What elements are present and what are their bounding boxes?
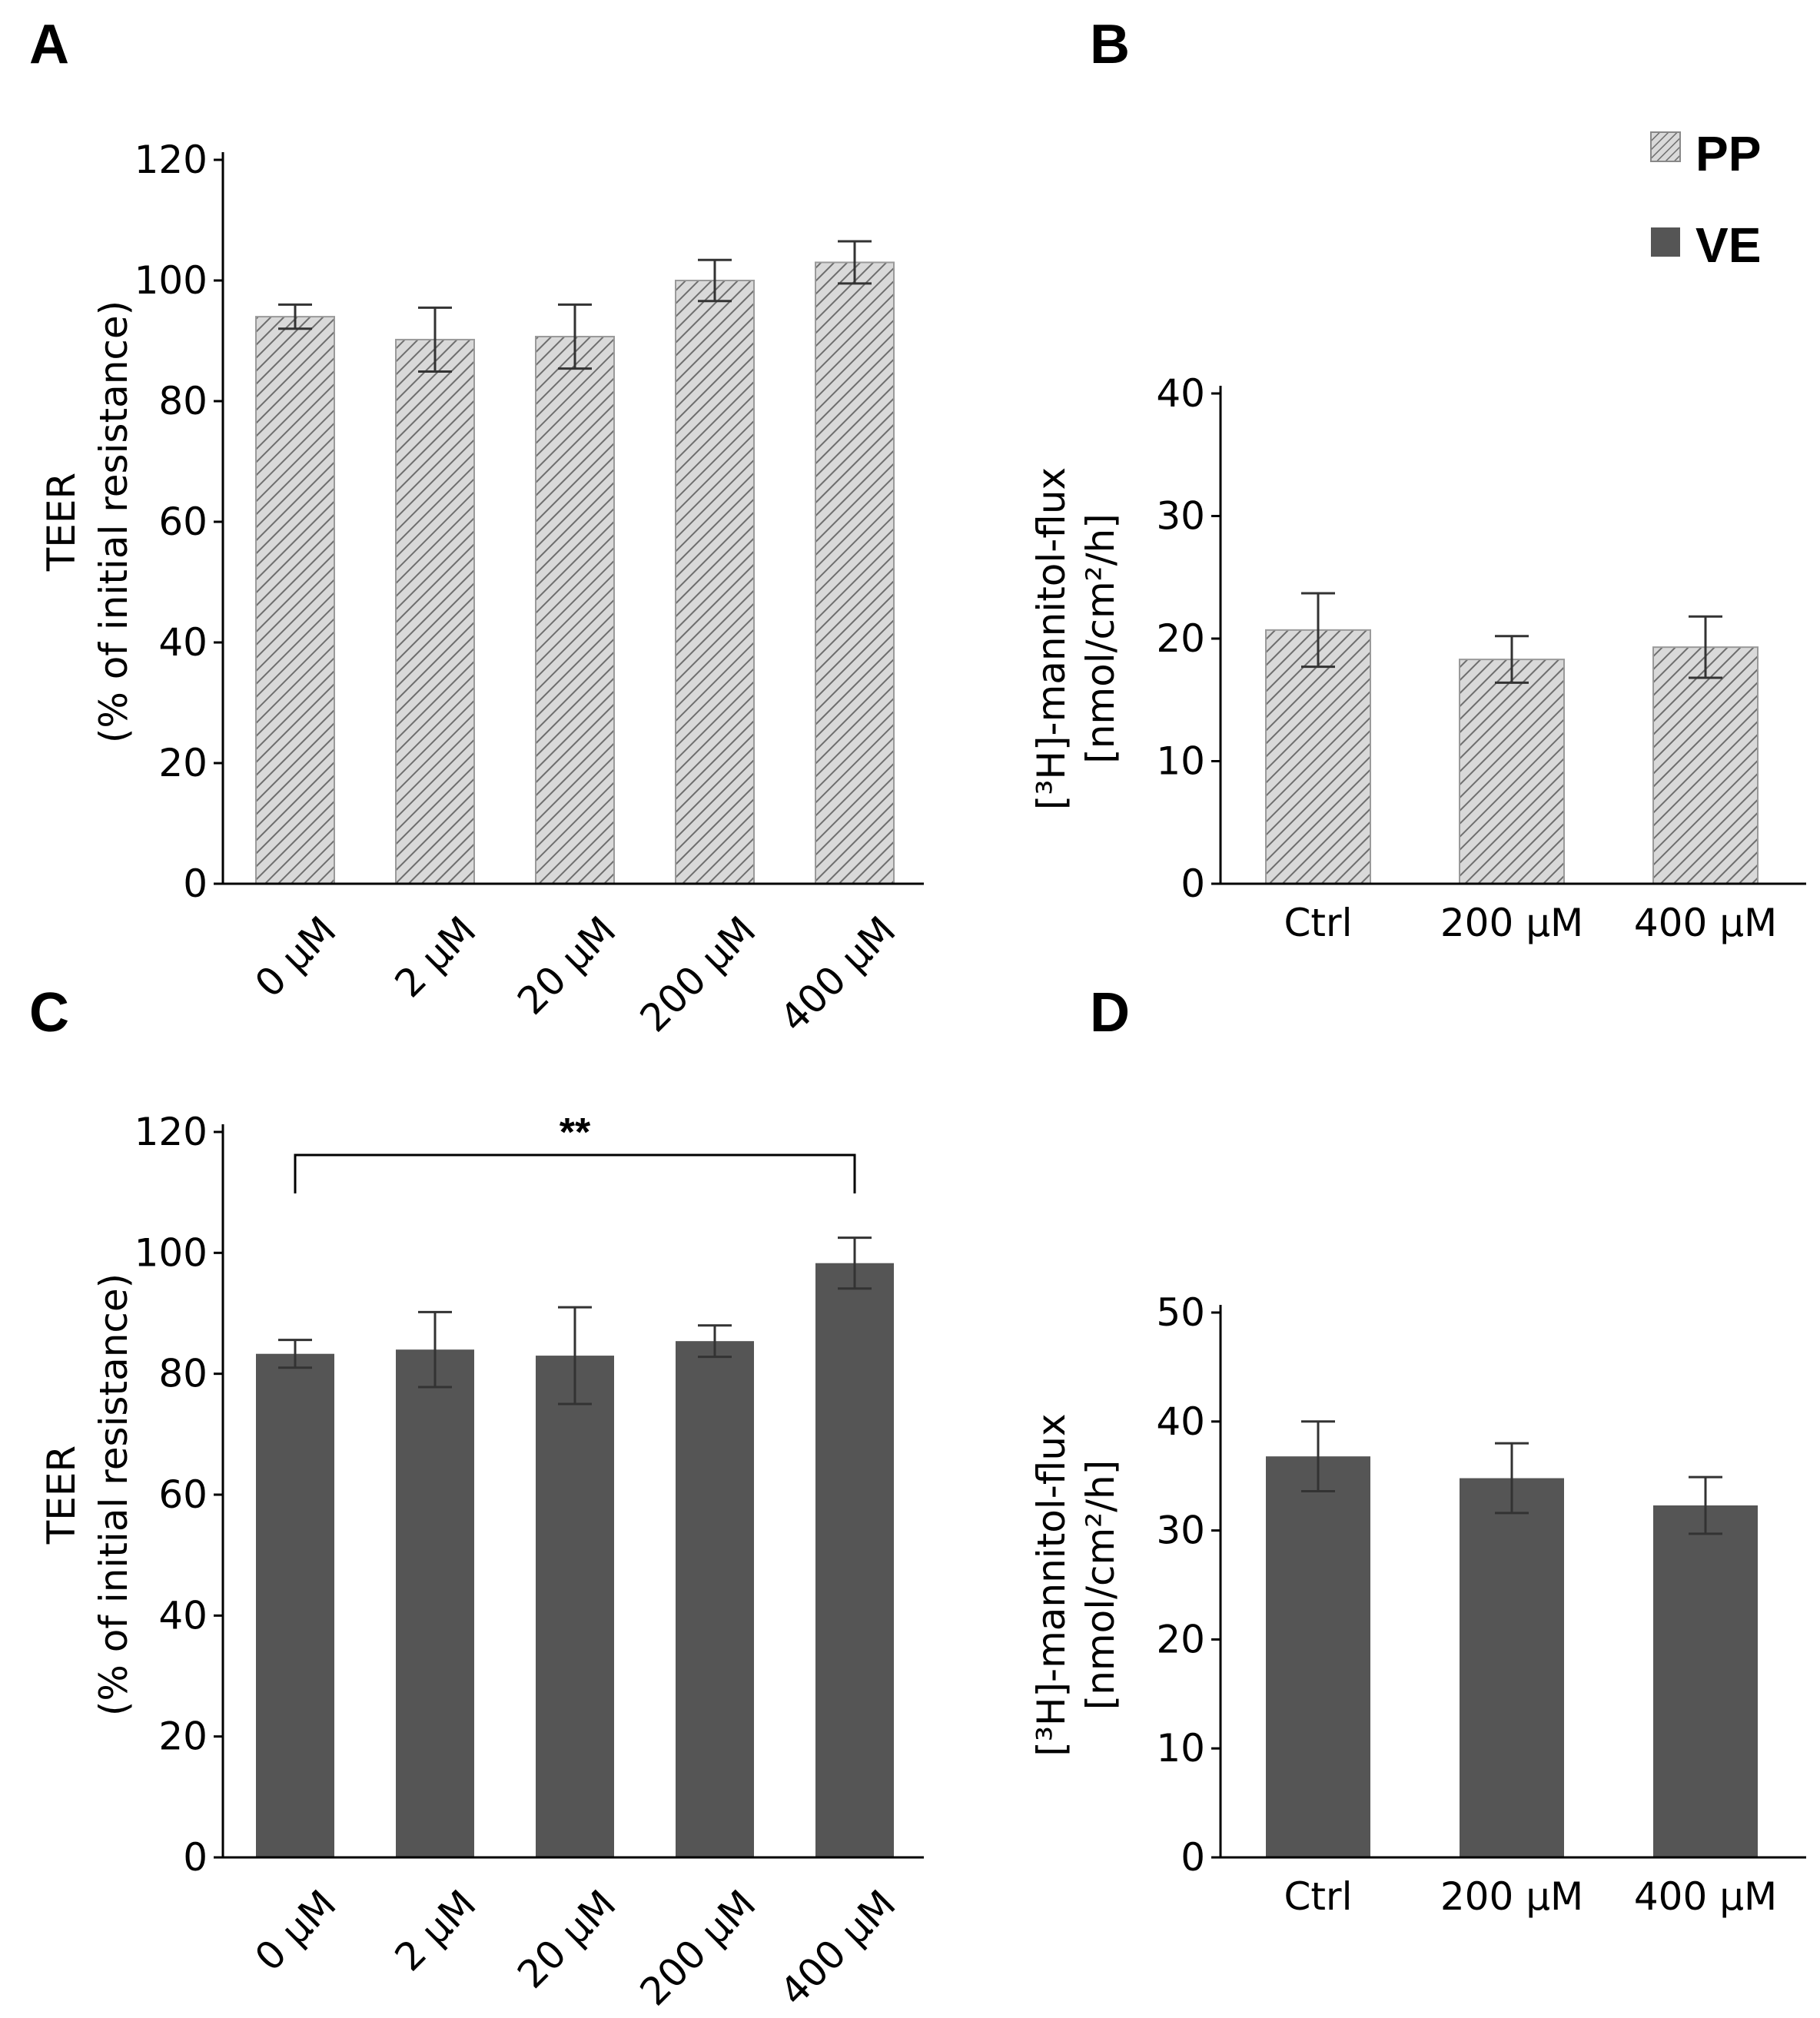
- bar-2: [395, 338, 475, 885]
- bar-3: [1653, 1505, 1758, 1857]
- y-tick-label: 120: [135, 1110, 208, 1154]
- y-tick-label: 10: [1156, 1726, 1205, 1771]
- x-tick-label: 400 µM: [1634, 1874, 1777, 1919]
- y-tick-label: 100: [135, 258, 208, 303]
- y-tick-label: 40: [1156, 1399, 1205, 1444]
- panel-b: B 0 10 20 30 40 [³H]-mannitol-flux [nmol/cm²/h]…: [1029, 14, 1806, 945]
- x-tick-label: 200 µM: [632, 1881, 765, 2014]
- y-tick-label: 80: [158, 379, 208, 423]
- legend-item-ve: VE: [1651, 217, 1761, 273]
- bar-1: [1265, 629, 1371, 885]
- panel-label-a: A: [29, 14, 69, 75]
- bar-2: [396, 1349, 474, 1857]
- y-tick-label: 0: [1181, 861, 1205, 906]
- y-axis-label: [nmol/cm²/h]: [1078, 513, 1123, 764]
- y-tick-label: 100: [135, 1230, 208, 1275]
- x-tick-label: 0 µM: [247, 1881, 345, 1980]
- x-tick-label: Ctrl: [1284, 901, 1353, 945]
- bar-1: [255, 316, 335, 885]
- bar-3: [536, 1356, 614, 1857]
- x-tick-label: 20 µM: [509, 1881, 624, 1996]
- bar-2: [1460, 1478, 1564, 1857]
- panel-label-d: D: [1090, 982, 1130, 1044]
- significance-bracket: [294, 1153, 856, 1193]
- y-tick-label: 0: [183, 861, 208, 906]
- x-tick-label: 0 µM: [247, 908, 345, 1006]
- bar-3: [535, 336, 615, 885]
- y-tick-label: 60: [158, 500, 208, 544]
- y-tick-label: 20: [158, 1714, 208, 1759]
- x-tick-label: 2 µM: [387, 908, 485, 1006]
- y-axis-label: TEER: [39, 473, 84, 572]
- y-tick-label: 20: [1156, 616, 1205, 661]
- y-tick-label: 20: [1156, 1617, 1205, 1661]
- bar-5: [815, 1263, 894, 1857]
- y-tick-label: 20: [158, 741, 208, 785]
- bar-4: [676, 1341, 754, 1857]
- panel-c: C 0 20 40 60 80 100 120 TEER (% of initial resist…: [29, 982, 924, 2014]
- significance-label: **: [560, 1110, 591, 1155]
- legend-swatch-pp: [1650, 131, 1681, 162]
- y-axis-label: (% of initial resistance): [91, 1273, 136, 1716]
- y-tick-label: 50: [1156, 1290, 1205, 1335]
- legend: PP VE: [1650, 126, 1761, 273]
- y-tick-label: 30: [1156, 494, 1205, 539]
- x-tick-label: 400 µM: [772, 908, 905, 1041]
- x-tick-label: 20 µM: [509, 908, 624, 1023]
- bar-5: [815, 261, 895, 885]
- y-tick-label: 0: [1181, 1835, 1205, 1880]
- panel-label-b: B: [1090, 14, 1130, 75]
- legend-label-ve: VE: [1695, 217, 1761, 273]
- panel-a: A 0 20 40 60 80 100 120 TEER (% of initial resist…: [29, 14, 924, 1041]
- x-tick-label: 200 µM: [1440, 901, 1583, 945]
- y-tick-label: 10: [1156, 739, 1205, 784]
- y-axis-label: [³H]-mannitol-flux: [1029, 467, 1074, 810]
- y-axis-label: TEER: [39, 1445, 84, 1545]
- y-tick-label: 0: [183, 1835, 208, 1880]
- legend-swatch-ve: [1651, 227, 1680, 257]
- bar-2: [1459, 659, 1565, 885]
- panel-label-c: C: [29, 982, 69, 1044]
- y-tick-label: 40: [158, 1593, 208, 1638]
- y-tick-label: 120: [135, 138, 208, 182]
- y-axis-label: (% of initial resistance): [91, 300, 136, 743]
- x-tick-label: 400 µM: [1634, 901, 1777, 945]
- y-axis-label: [nmol/cm²/h]: [1078, 1460, 1123, 1711]
- y-axis-label: [³H]-mannitol-flux: [1029, 1413, 1074, 1756]
- y-tick-label: 60: [158, 1472, 208, 1517]
- x-tick-label: Ctrl: [1284, 1874, 1353, 1919]
- x-tick-label: 2 µM: [387, 1881, 485, 1980]
- y-tick-label: 80: [158, 1352, 208, 1396]
- bar-3: [1652, 646, 1759, 885]
- x-tick-label: 400 µM: [772, 1881, 905, 2014]
- legend-label-pp: PP: [1695, 126, 1761, 181]
- bar-1: [1266, 1456, 1370, 1857]
- y-tick-label: 30: [1156, 1509, 1205, 1553]
- bar-1: [256, 1353, 334, 1857]
- y-tick-label: 40: [1156, 371, 1205, 416]
- bar-4: [675, 280, 755, 885]
- x-tick-label: 200 µM: [1440, 1874, 1583, 1919]
- legend-item-pp: PP: [1650, 126, 1761, 181]
- panel-d: D 0 10 20 30 40 50 [³H]-mannitol-flux [nmol/cm²/…: [1029, 982, 1806, 1919]
- y-tick-label: 40: [158, 620, 208, 665]
- x-tick-label: 200 µM: [632, 908, 765, 1041]
